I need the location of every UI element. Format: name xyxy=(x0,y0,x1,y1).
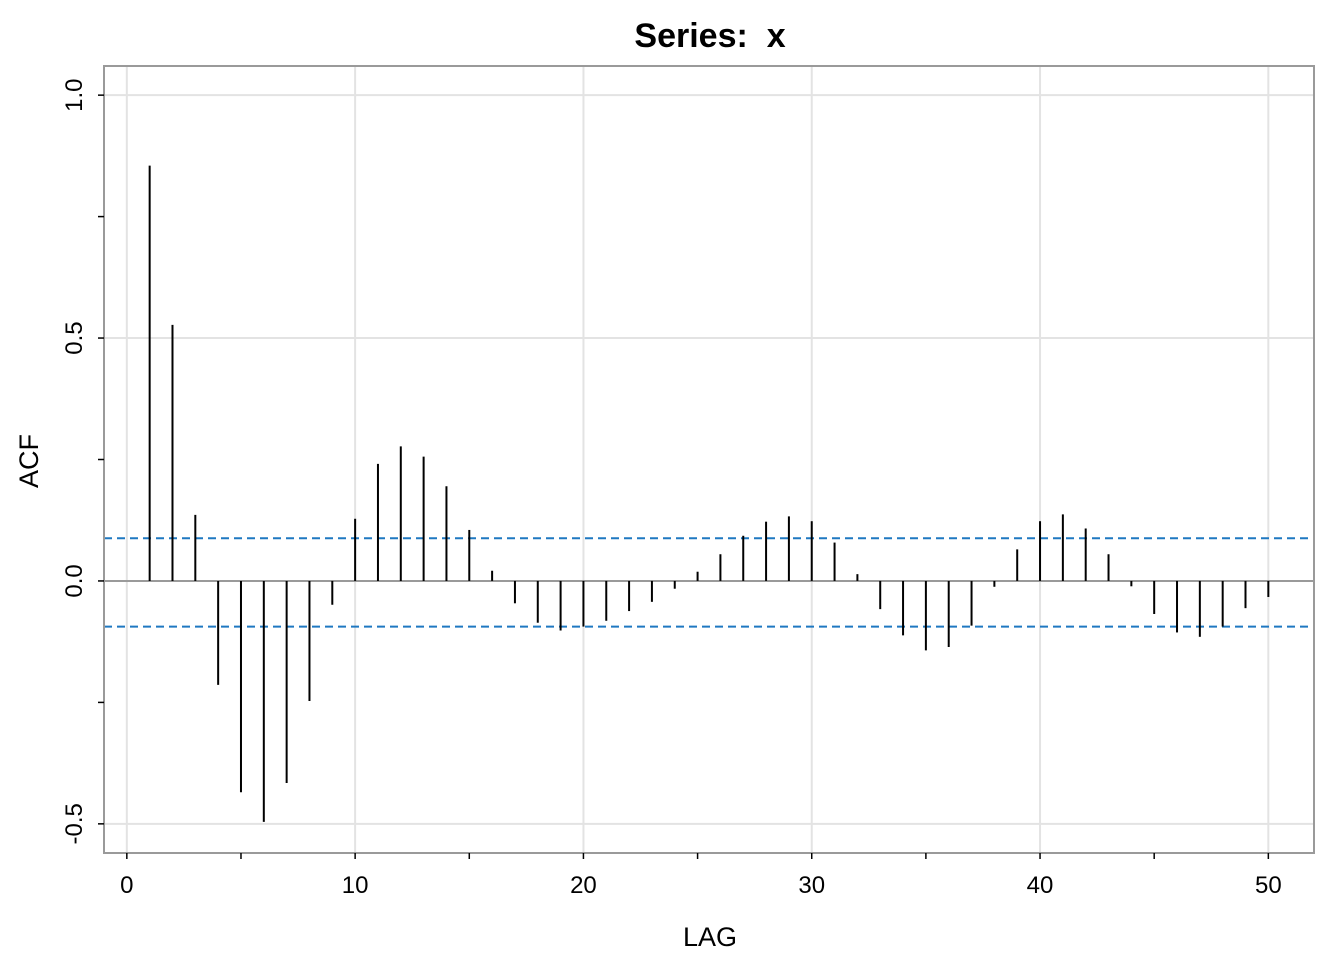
x-tick-label: 10 xyxy=(342,872,369,899)
x-tick-label: 20 xyxy=(570,872,597,899)
y-tick-label: -0.5 xyxy=(61,803,88,844)
y-axis-label: ACF xyxy=(14,434,44,488)
y-axis: -0.5 0.0 0.5 1.0 xyxy=(61,78,104,845)
y-tick-label: 1.0 xyxy=(61,78,88,111)
x-axis-label: LAG xyxy=(683,922,737,952)
y-tick-label: 0.5 xyxy=(61,321,88,354)
grid-layer xyxy=(104,66,1314,853)
acf-spikes xyxy=(148,165,1270,822)
x-axis: 0 10 20 30 40 50 xyxy=(120,853,1282,899)
x-tick-label: 40 xyxy=(1027,872,1054,899)
chart-title: Series: x xyxy=(634,17,785,55)
x-tick-label: 50 xyxy=(1255,872,1282,899)
confidence-bounds xyxy=(104,537,1314,628)
x-tick-label: 0 xyxy=(120,872,133,899)
y-tick-label: 0.0 xyxy=(61,564,88,597)
x-tick-label: 30 xyxy=(798,872,825,899)
